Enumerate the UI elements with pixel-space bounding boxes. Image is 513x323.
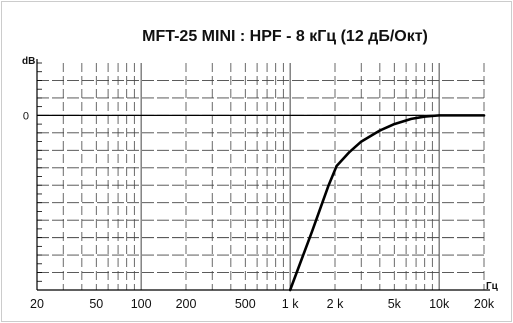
x-tick-label: 500 [235,297,256,311]
y-tick-label: 0 [23,110,29,122]
x-tick-label: 20 [30,297,44,311]
x-tick-label: 10k [429,297,450,311]
x-tick-label: 5k [388,297,402,311]
grid [36,63,485,290]
x-tick-label: 100 [131,297,152,311]
y-axis-label: dB [22,56,35,67]
series-layer [288,114,486,292]
x-tick-label: 1 k [282,297,299,311]
x-axis-unit: Гц [486,281,499,292]
x-tick-label: 20k [474,297,495,311]
x-tick-label: 50 [89,297,103,311]
tick-labels: 0 20 50 100 200 500 1 k 2 k 5k 10k 20k [23,110,495,311]
chart-title: MFT-25 MINI : HPF - 8 кГц (12 дБ/Окт) [142,28,428,45]
axes [36,59,490,291]
x-tick-label: 2 k [327,297,344,311]
x-tick-label: 200 [176,297,197,311]
response-curve [288,114,486,292]
